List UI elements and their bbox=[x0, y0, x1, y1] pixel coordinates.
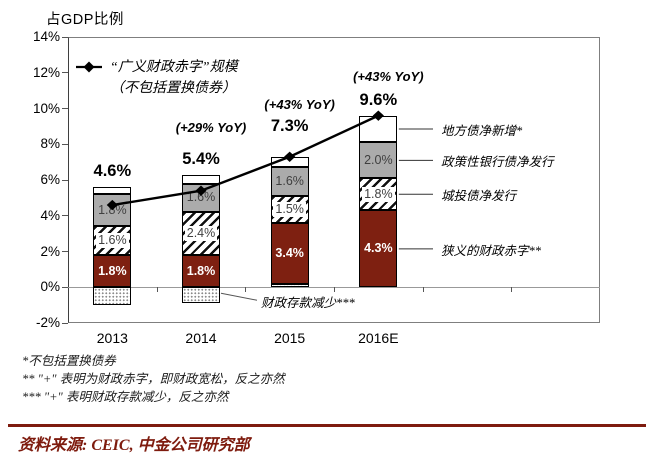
callout-label: 地方债净新增* bbox=[441, 124, 523, 139]
y-axis-tick bbox=[62, 179, 68, 181]
y-axis-tick bbox=[62, 286, 68, 288]
bar-segment-maroon: 4.3% bbox=[359, 210, 398, 288]
footnotes: *不包括置换债券 ** "+" 表明为财政赤字，即财政宽松，反之亦然 *** "… bbox=[22, 352, 285, 406]
bar-segment-dotted bbox=[93, 287, 132, 306]
legend: “广义财政赤字”规模 （不包括置换债券） bbox=[76, 57, 238, 99]
plot-area bbox=[68, 37, 600, 323]
y-axis-tick bbox=[62, 143, 68, 145]
callout-label: 政策性银行债净发行 bbox=[441, 155, 554, 170]
y-axis-label: 6% bbox=[40, 172, 60, 187]
x-axis-label: 2016E bbox=[358, 330, 399, 346]
bar-segment-label: 1.6% bbox=[186, 190, 216, 205]
bar-segment-hatch: 1.5% bbox=[270, 196, 309, 223]
y-axis-tick bbox=[62, 251, 68, 252]
bar-segment-white bbox=[182, 174, 220, 184]
bar-total-label: 5.4% bbox=[182, 149, 220, 168]
y-axis-tick bbox=[62, 72, 68, 74]
x-axis-label: 2014 bbox=[185, 330, 217, 346]
y-axis-label: 12% bbox=[32, 64, 60, 80]
legend-line1: “广义财政赤字”规模 bbox=[110, 60, 238, 75]
bar-segment-white bbox=[359, 115, 398, 143]
bar-total-label: 7.3% bbox=[270, 116, 309, 135]
y-axis-tick bbox=[62, 36, 68, 38]
x-axis-tick bbox=[245, 287, 247, 293]
y-axis-label: 4% bbox=[40, 207, 60, 223]
x-axis-label: 2015 bbox=[274, 330, 306, 346]
y-axis-tick bbox=[62, 322, 68, 324]
y-axis-label: 2% bbox=[40, 243, 60, 259]
x-axis-tick bbox=[334, 287, 335, 293]
y-axis-label: 8% bbox=[40, 136, 60, 152]
footnote-3: *** "+" 表明财政存款减少，反之亦然 bbox=[22, 390, 229, 404]
bar-segment-label: 4.3% bbox=[364, 241, 393, 256]
bar-segment-label: 1.8% bbox=[362, 186, 395, 202]
bar-segment-maroon: 1.8% bbox=[93, 255, 132, 288]
callout-label: 财政存款减少*** bbox=[261, 295, 355, 310]
footnote-2: ** "+" 表明为财政赤字，即财政宽松，反之亦然 bbox=[22, 372, 285, 386]
bar-segment-label: 1.8% bbox=[186, 263, 216, 278]
x-axis-tick bbox=[156, 287, 158, 293]
bar-segment-white bbox=[270, 156, 309, 168]
bar-segment-maroon: 3.4% bbox=[270, 222, 309, 284]
x-axis-tick bbox=[511, 287, 513, 293]
bar-total-label: 4.6% bbox=[93, 162, 132, 181]
bar-segment-hatch: 1.8% bbox=[359, 178, 398, 211]
bar-segment-maroon: 1.8% bbox=[182, 255, 220, 288]
x-axis-tick bbox=[422, 287, 424, 293]
y-axis-label: 14% bbox=[32, 29, 60, 44]
footnote-1: *不包括置换债券 bbox=[22, 354, 116, 368]
bar-segment-label: 2.0% bbox=[364, 152, 393, 167]
bar-total-label: 9.6% bbox=[359, 90, 398, 109]
bar-segment-gray: 2.0% bbox=[359, 142, 398, 179]
bar-segment-label: 1.6% bbox=[275, 174, 304, 189]
line-diamond-marker-icon bbox=[76, 61, 102, 73]
callout-label: 狭义的财政赤字** bbox=[441, 243, 542, 258]
bar-segment-label: 1.8% bbox=[98, 263, 127, 278]
bar-segment-hatch: 2.4% bbox=[182, 212, 220, 256]
x-axis-label: 2013 bbox=[96, 330, 128, 346]
y-axis-tick bbox=[62, 108, 68, 109]
bar-segment-gray: 1.6% bbox=[182, 183, 220, 213]
bar-segment-label: 1.6% bbox=[96, 233, 129, 249]
y-axis-title: 占GDP比例 bbox=[46, 12, 124, 28]
y-axis-label: 10% bbox=[32, 100, 60, 116]
bar-segment-label: 3.4% bbox=[275, 245, 304, 260]
bar-segment-white bbox=[93, 187, 132, 195]
bar-segment-dotted bbox=[270, 283, 309, 288]
bar-segment-gray: 1.6% bbox=[270, 167, 309, 197]
bar-segment-dotted bbox=[182, 287, 220, 304]
legend-line2: （不包括置换债券） bbox=[110, 81, 236, 96]
yoy-label: (+43% YoY) bbox=[353, 68, 424, 84]
bar-segment-label: 1.5% bbox=[273, 201, 306, 217]
bar-segment-hatch: 1.6% bbox=[93, 226, 132, 256]
y-axis-tick bbox=[62, 215, 68, 217]
bar-segment-gray: 1.8% bbox=[93, 194, 132, 227]
yoy-label: (+43% YoY) bbox=[264, 96, 335, 112]
y-axis-label: -2% bbox=[35, 315, 60, 330]
bar-segment-label: 1.8% bbox=[98, 202, 127, 217]
bar-segment-label: 2.4% bbox=[184, 226, 218, 242]
y-axis-label: 0% bbox=[40, 279, 60, 295]
source-divider bbox=[8, 424, 646, 427]
source-line: 资料来源: CEIC, 中金公司研究部 bbox=[18, 437, 250, 454]
callout-label: 城投债净发行 bbox=[441, 189, 517, 204]
